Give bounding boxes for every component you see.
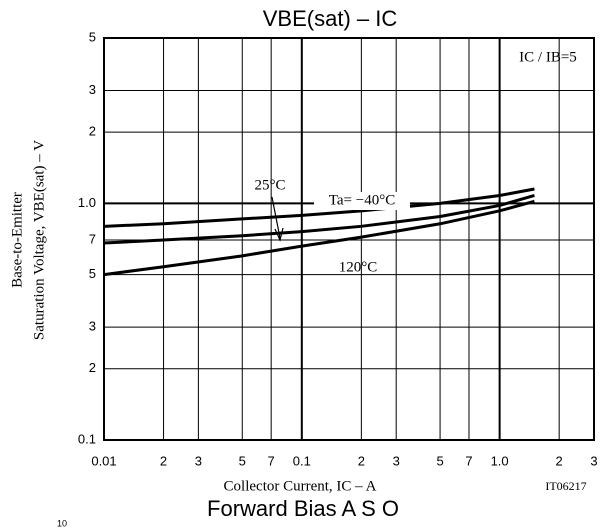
series-label: 120°C bbox=[339, 259, 378, 275]
y-tick-label: 7 bbox=[89, 231, 96, 246]
x-tick-label: 3 bbox=[590, 453, 597, 468]
arrow bbox=[271, 196, 284, 242]
y-tick-label: 5 bbox=[89, 266, 96, 281]
y-tick-label: 0.1 bbox=[78, 431, 96, 446]
x-tick-label: 0.01 bbox=[91, 453, 116, 468]
y-tick-label: 2 bbox=[89, 360, 96, 375]
y-tick-label: 3 bbox=[89, 82, 96, 97]
y-axis-title: Base-to-Emitter bbox=[9, 192, 25, 288]
curve bbox=[103, 187, 535, 228]
x-tick-label: 1.0 bbox=[491, 453, 509, 468]
y-tick-label: 5 bbox=[89, 29, 96, 44]
condition-label: IC / IB=5 bbox=[519, 49, 577, 65]
x-tick-label: 5 bbox=[239, 453, 246, 468]
figure-code: IT06217 bbox=[545, 479, 586, 493]
x-tick-label: 0.1 bbox=[293, 453, 311, 468]
y-tick-label: 2 bbox=[89, 124, 96, 139]
y-tick-label: 3 bbox=[89, 319, 96, 334]
x-tick-label: 7 bbox=[268, 453, 275, 468]
x-tick-label: 3 bbox=[195, 453, 202, 468]
plot-frame bbox=[103, 37, 595, 441]
y-axis-title: Saturation Voltage, VBE(sat) – V bbox=[31, 140, 47, 340]
x-tick-label: 7 bbox=[465, 453, 472, 468]
label-bg bbox=[314, 192, 410, 210]
next-chart-title: Forward Bias A S O bbox=[207, 496, 399, 521]
curve bbox=[103, 194, 535, 245]
x-tick-label: 2 bbox=[160, 453, 167, 468]
series-label: 25°C bbox=[254, 177, 285, 193]
curve bbox=[103, 199, 535, 277]
chart-title: VBE(sat) – IC bbox=[263, 6, 398, 31]
y-tick-label: 1.0 bbox=[78, 195, 96, 210]
next-cut-label: 10 bbox=[57, 518, 67, 528]
series-label: Ta= −40°C bbox=[329, 192, 395, 208]
x-tick-label: 2 bbox=[358, 453, 365, 468]
x-tick-label: 3 bbox=[393, 453, 400, 468]
x-axis-title: Collector Current, IC – A bbox=[224, 478, 377, 494]
x-tick-label: 2 bbox=[556, 453, 563, 468]
x-tick-label: 5 bbox=[436, 453, 443, 468]
